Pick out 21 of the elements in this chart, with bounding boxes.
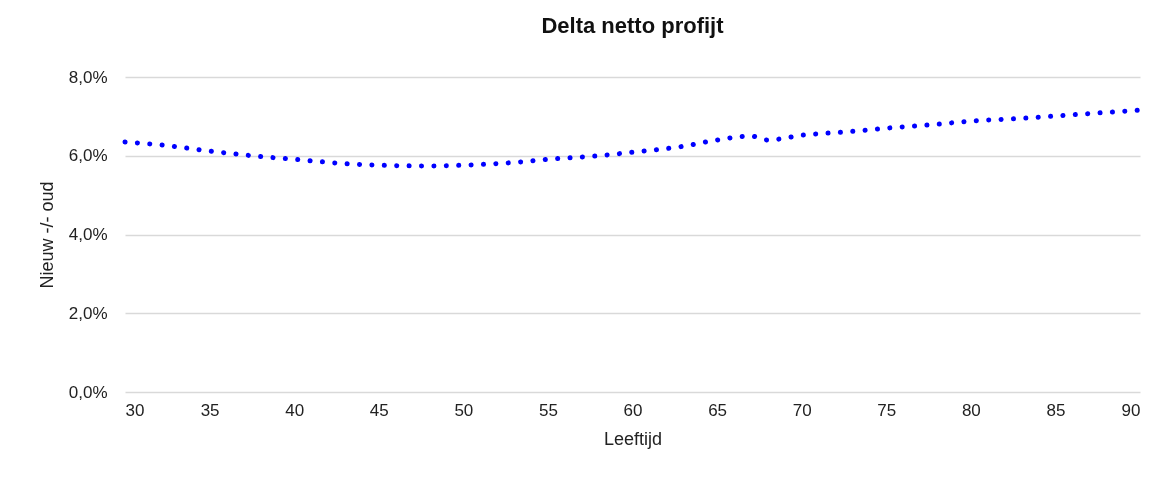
chart-title: Delta netto profijt xyxy=(541,13,725,38)
x-tick-label: 85 xyxy=(1046,400,1066,420)
x-axis-title: Leeftijd xyxy=(603,428,663,449)
x-tick-label: 35 xyxy=(200,400,220,420)
y-tick-label: 0,0% xyxy=(68,382,108,402)
y-tick-label: 8,0% xyxy=(68,67,108,87)
y-tick-label: 6,0% xyxy=(68,146,108,166)
x-tick-label: 40 xyxy=(285,400,305,420)
x-tick-label: 75 xyxy=(877,400,897,420)
x-tick-label: 65 xyxy=(708,400,728,420)
x-tick-label: 80 xyxy=(961,400,981,420)
x-tick-label: 60 xyxy=(623,400,643,420)
y-tick-label: 4,0% xyxy=(68,225,108,244)
y-axis-title: Nieuw -/- oud xyxy=(36,181,57,289)
x-tick-label: 45 xyxy=(369,400,389,420)
x-tick-label: 70 xyxy=(792,400,812,420)
y-tick-label: 2,0% xyxy=(68,303,108,323)
x-tick-label: 55 xyxy=(538,400,558,420)
x-tick-label: 90 xyxy=(1121,400,1141,420)
x-tick-label: 30 xyxy=(125,400,145,420)
x-tick-label: 50 xyxy=(454,400,474,420)
